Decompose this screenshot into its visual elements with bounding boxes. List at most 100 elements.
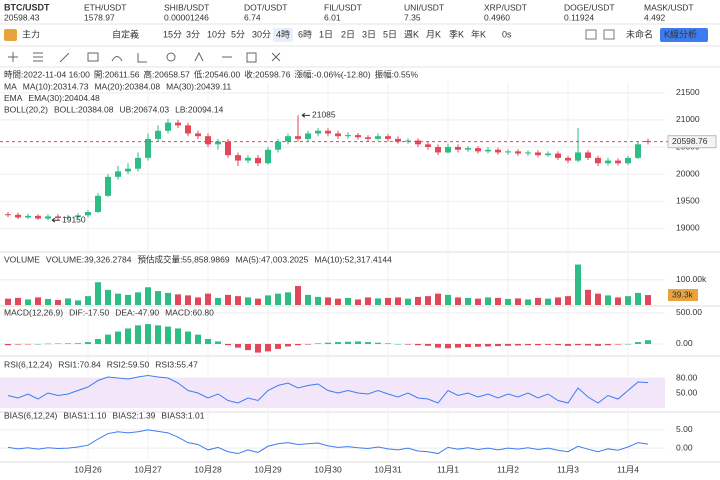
interval-button[interactable]: 3日 [362, 29, 376, 39]
lock-tool[interactable] [246, 52, 257, 63]
x-tick-label: 10月28 [194, 464, 222, 474]
candle-body [105, 176, 111, 196]
candle-body [125, 168, 131, 172]
bar [155, 325, 161, 344]
interval-button[interactable]: 2日 [341, 29, 355, 39]
candle-body [65, 216, 71, 219]
cross-tool[interactable] [8, 52, 18, 62]
bar [635, 292, 641, 305]
trend-tool[interactable] [59, 52, 70, 63]
bar [175, 294, 181, 305]
info-item: 高:20658.57 [144, 69, 191, 79]
bar [425, 343, 431, 346]
bar [205, 338, 211, 344]
ticker-symbol: DOT/USDT [244, 2, 287, 12]
legend-item: MACD(12,26,9) [4, 307, 63, 317]
interval-button[interactable]: 月K [426, 29, 441, 39]
ticker-symbol: MASK/USDT [644, 2, 694, 12]
ticker-symbol: BTC/USDT [4, 2, 50, 12]
info-item: 開:20611.56 [94, 69, 140, 79]
bar [345, 341, 351, 344]
ticker-price: 6.01 [324, 12, 341, 22]
candle-body [255, 157, 261, 164]
candle-body [435, 147, 441, 153]
legend-item: VOLUME [4, 254, 40, 264]
bar [575, 343, 581, 346]
x-tick-label: 11月2 [497, 464, 519, 474]
bar [135, 325, 141, 344]
bar [105, 334, 111, 344]
candle-body [145, 138, 151, 158]
legend-item: DIF:-17.50 [69, 307, 109, 317]
bar [415, 296, 421, 305]
ticker-symbol: SHIB/USDT [164, 2, 209, 12]
candle-body [415, 140, 421, 145]
legend-item: MA [4, 81, 17, 91]
candle-body [425, 144, 431, 148]
interval-button[interactable]: 週K [404, 29, 419, 39]
curve-tool[interactable] [111, 56, 123, 62]
interval-button[interactable]: 30分 [252, 29, 271, 39]
camera-icon[interactable] [585, 29, 597, 40]
ticker-symbol: FIL/USDT [324, 2, 362, 12]
bar [615, 297, 621, 305]
delete-tool[interactable] [271, 52, 281, 62]
bar [375, 298, 381, 305]
analysis-button[interactable]: K線分析 [664, 28, 697, 39]
bar [145, 324, 151, 344]
interval-button[interactable]: 4時 [276, 29, 290, 39]
candle-body [595, 157, 601, 164]
interval-button[interactable]: 5日 [383, 29, 397, 39]
y-tick-label: 21500 [676, 87, 700, 97]
interval-button[interactable]: 5分 [231, 29, 245, 39]
bar [505, 343, 511, 346]
interval-button[interactable]: 年K [471, 28, 486, 39]
candle-body [575, 152, 581, 161]
bar [125, 294, 131, 305]
analysis-button-bg[interactable] [660, 28, 708, 42]
bar [275, 343, 281, 349]
bar [195, 297, 201, 305]
candle-body [345, 135, 351, 137]
interval-button[interactable]: 6時 [298, 29, 312, 39]
interval-button[interactable]: 季K [449, 28, 464, 39]
interval-button[interactable]: 1日 [319, 29, 333, 39]
value-label: 39.3k [672, 289, 694, 299]
text-tool[interactable] [194, 51, 204, 62]
shape-tool[interactable] [166, 52, 176, 62]
bar [205, 293, 211, 305]
interval-button[interactable]: 3分 [186, 29, 200, 39]
candle-body [45, 216, 51, 219]
drawing-tools[interactable] [8, 51, 281, 63]
price-label-bg [667, 135, 717, 149]
bar [595, 293, 601, 305]
interval-button[interactable]: 10分 [207, 29, 226, 39]
bar [405, 298, 411, 305]
layout-icon[interactable] [603, 29, 615, 40]
bar [415, 343, 421, 346]
bar [395, 297, 401, 305]
measure-tool[interactable] [137, 53, 147, 63]
bar [155, 291, 161, 305]
bar [425, 296, 431, 305]
lines-tool[interactable] [33, 52, 43, 62]
candle-body [475, 148, 481, 152]
legend-item: MA(30):20439.11 [166, 81, 231, 91]
bar [125, 328, 131, 344]
legend-item: BOLL:20384.08 [54, 104, 114, 114]
candle-body [555, 153, 561, 158]
x-tick-label: 11月3 [557, 464, 579, 474]
rect-tool[interactable] [87, 52, 99, 62]
bar [315, 296, 321, 305]
bar [195, 334, 201, 344]
bar [305, 343, 311, 345]
candle-body [5, 214, 11, 216]
interval-button[interactable]: 15分 [163, 29, 182, 39]
bar [265, 295, 271, 305]
bar [385, 343, 391, 344]
info-item: 時間:2022-11-04 16:00 [4, 69, 90, 79]
bar [565, 343, 571, 346]
bar [165, 326, 171, 344]
bar [345, 297, 351, 305]
candle-body [545, 153, 551, 156]
